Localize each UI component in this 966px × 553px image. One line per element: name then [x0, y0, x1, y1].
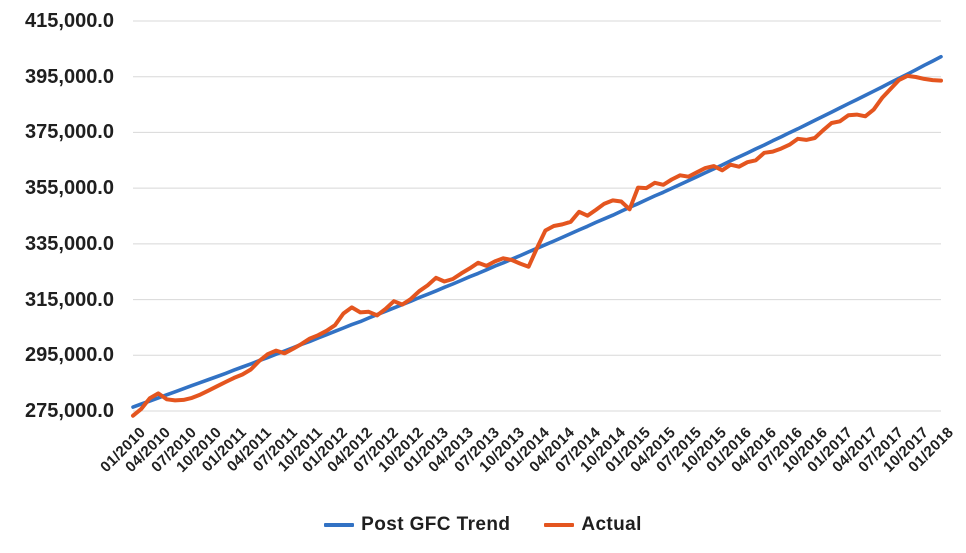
y-axis-tick-label: 275,000.0	[25, 400, 114, 422]
legend-label: Actual	[581, 514, 642, 535]
series-line-actual	[131, 73, 943, 418]
legend-line-swatch-orange	[544, 523, 575, 527]
legend-line-swatch-blue	[324, 523, 355, 527]
y-axis-tick-label: 395,000.0	[25, 65, 114, 88]
series-line-post-gfc-trend	[131, 54, 943, 409]
legend: Post GFC Trend Actual	[0, 514, 966, 536]
y-axis-tick-label: 415,000.0	[25, 10, 114, 32]
y-axis-tick-label: 315,000.0	[25, 288, 114, 311]
y-axis-tick-label: 295,000.0	[25, 344, 114, 367]
y-axis-tick-label: 375,000.0	[25, 121, 114, 144]
legend-label: Post GFC Trend	[361, 514, 511, 535]
y-axis-tick-label: 335,000.0	[25, 232, 114, 255]
legend-item-actual: Actual	[544, 514, 641, 536]
legend-item-post-gfc-trend: Post GFC Trend	[324, 514, 510, 536]
y-axis-tick-label: 355,000.0	[25, 177, 114, 200]
